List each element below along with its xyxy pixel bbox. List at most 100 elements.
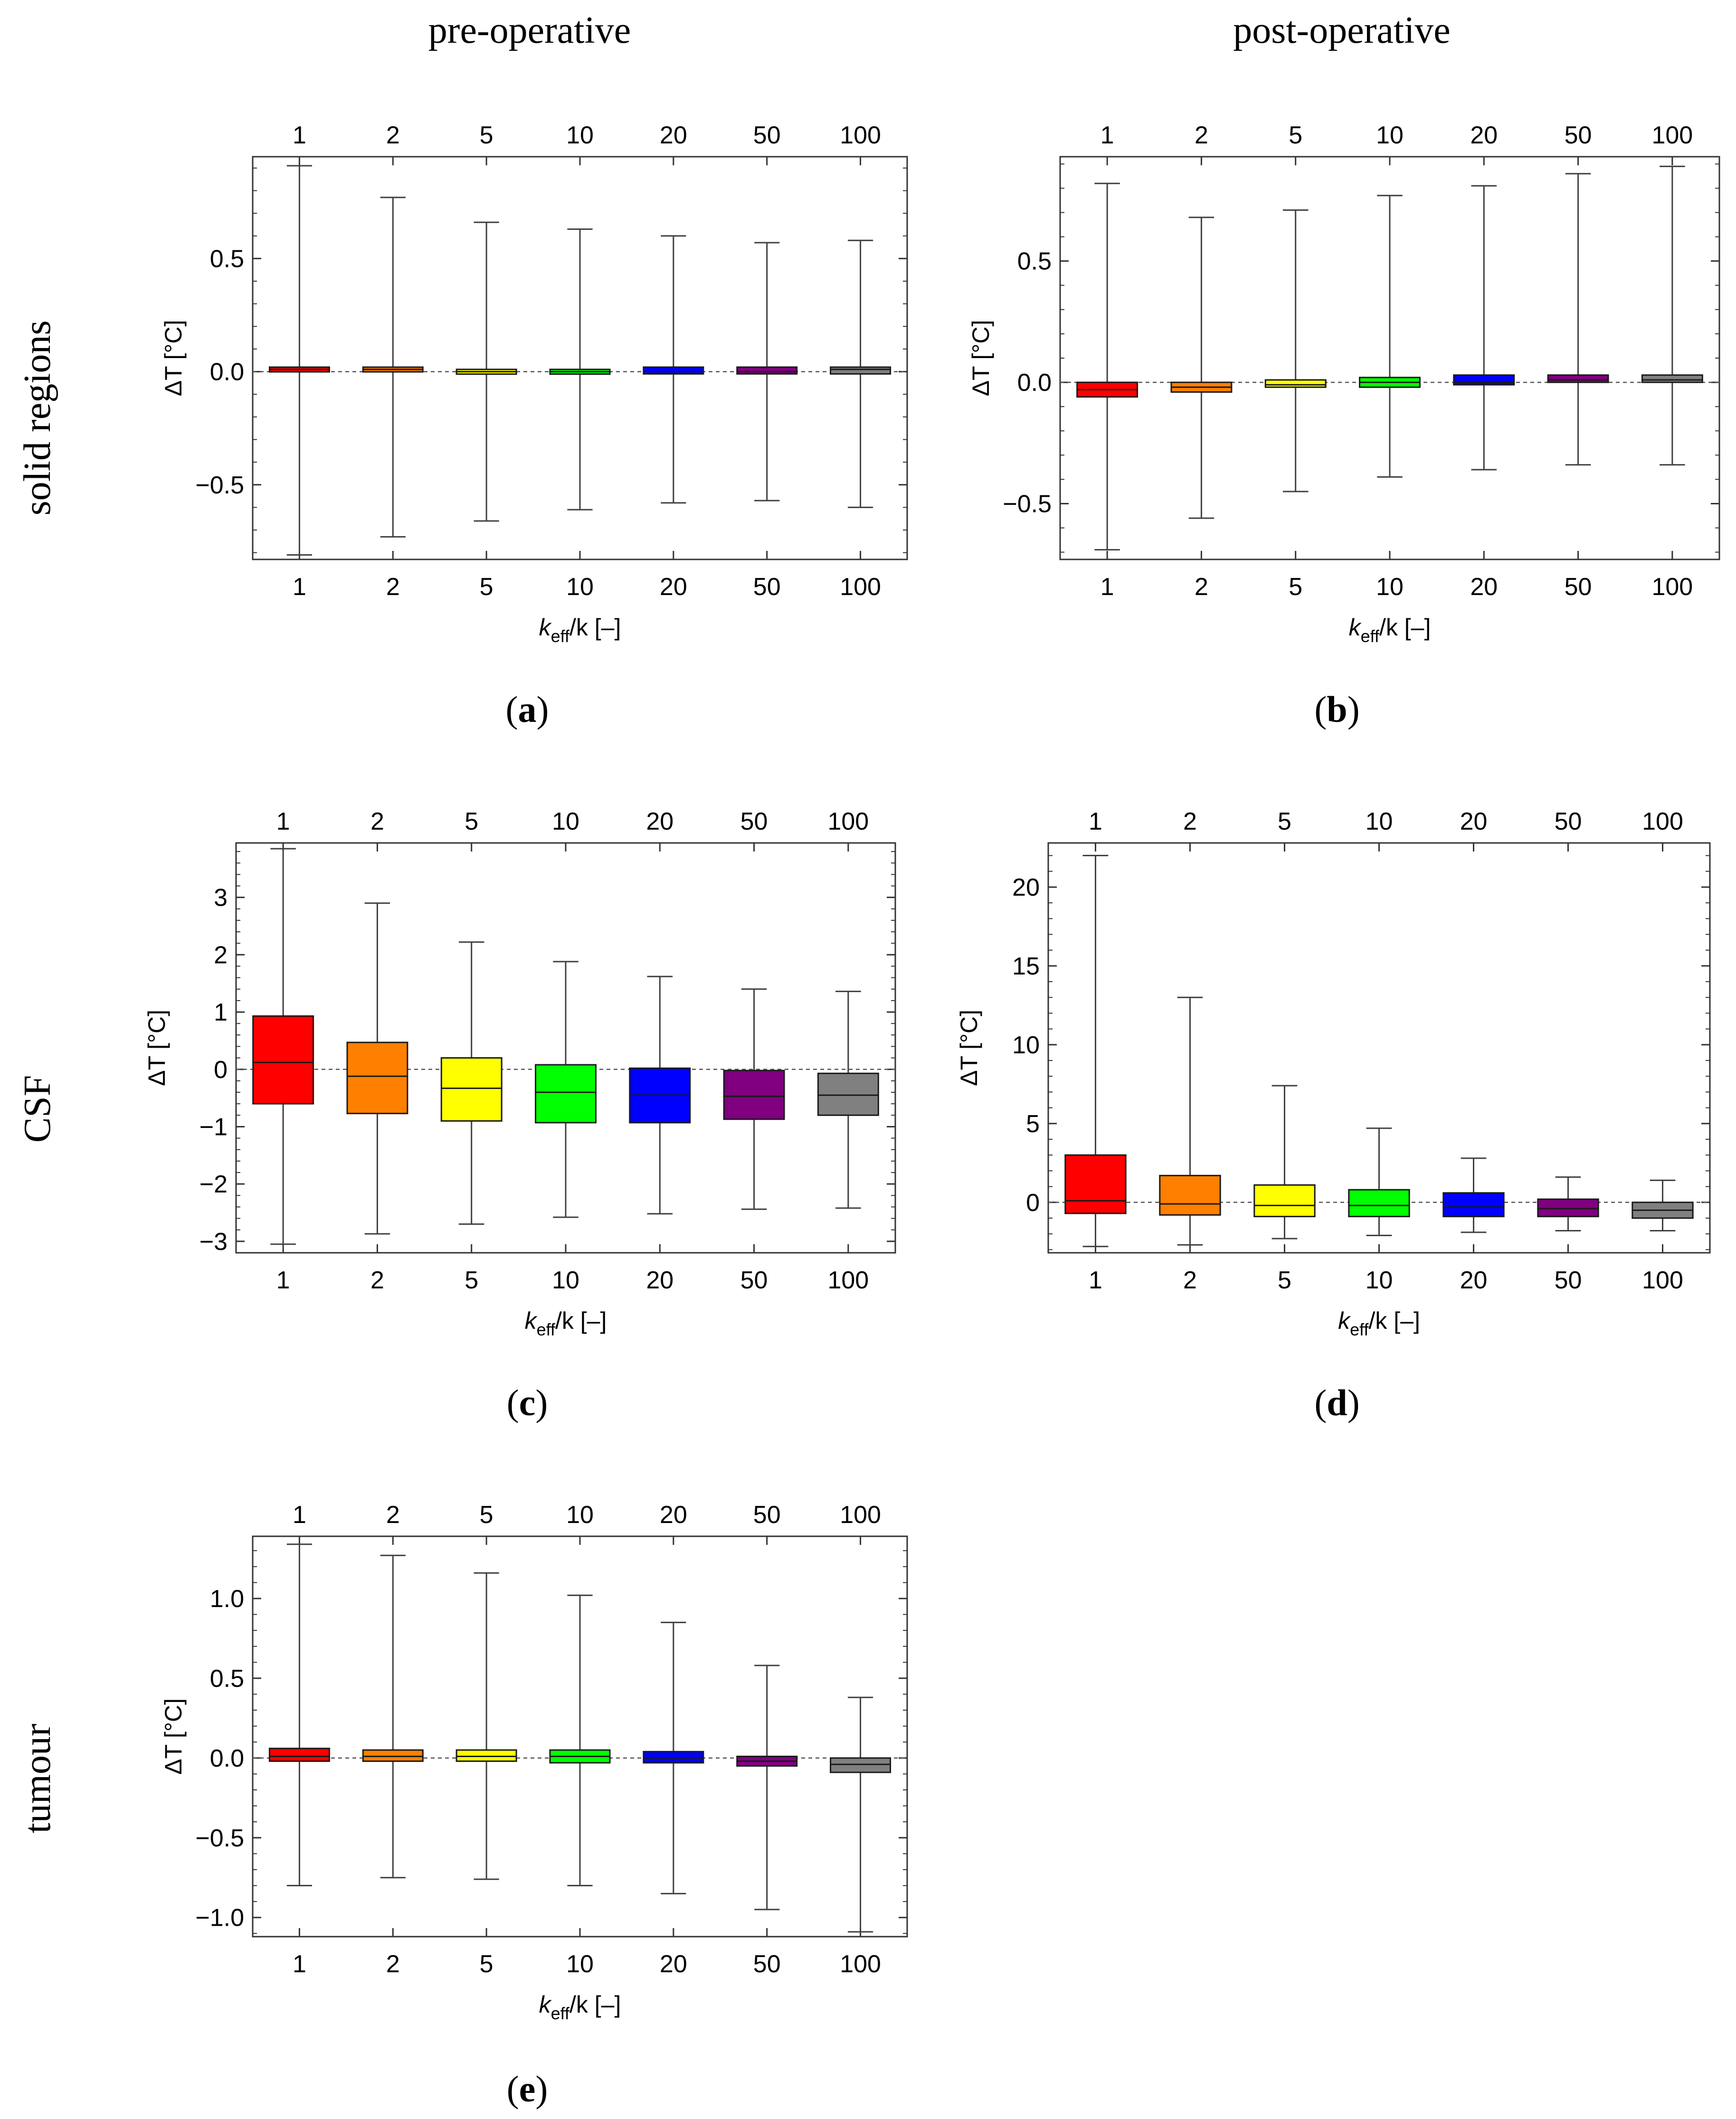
box-1 — [268, 1543, 330, 1887]
box-10 — [549, 228, 611, 511]
x-tick-label-bottom: 20 — [660, 1950, 687, 1978]
x-tick-label-bottom: 1 — [1089, 1267, 1102, 1294]
iqr-box — [1348, 1189, 1410, 1218]
iqr-box — [723, 1069, 785, 1120]
x-tick-label-top: 10 — [566, 1501, 594, 1529]
iqr-box — [1442, 1192, 1505, 1218]
x-tick-label-top: 50 — [753, 1501, 781, 1529]
x-tick-label-bottom: 2 — [1183, 1267, 1197, 1294]
iqr-box — [1453, 374, 1515, 386]
x-tick-label-bottom: 1 — [293, 573, 306, 601]
x-tick-label-top: 5 — [480, 122, 493, 149]
x-tick-label-top: 5 — [1278, 808, 1291, 835]
box-100 — [830, 239, 892, 508]
caption-a: (a) — [506, 689, 549, 730]
box-50 — [736, 242, 798, 501]
y-axis-label: ΔT [°C] — [160, 320, 187, 397]
panel-b-chart: −0.5 0.0 0.5 ΔT [°C] 1 1 2 2 5 5 10 10 20 20 50 50 100 10… — [968, 122, 1720, 646]
x-tick-label-bottom: 50 — [740, 1267, 768, 1294]
box-10 — [535, 961, 597, 1218]
y-tick-label: 1.0 — [210, 1585, 244, 1613]
x-tick-label-bottom: 2 — [386, 1950, 400, 1978]
iqr-box — [830, 1757, 892, 1773]
y-tick-label: −0.5 — [195, 1825, 244, 1852]
x-tick-label-bottom: 1 — [293, 1950, 306, 1978]
y-tick-label: −0.5 — [1003, 491, 1052, 518]
x-tick-label-bottom: 2 — [1195, 573, 1208, 601]
y-tick-label: 0.0 — [1017, 369, 1052, 397]
x-tick-label-bottom: 100 — [827, 1267, 869, 1294]
y-tick-label: 5 — [1026, 1110, 1040, 1138]
caption-b: (b) — [1314, 689, 1359, 730]
y-axis-label: ΔT [°C] — [956, 1010, 982, 1086]
x-tick-label-top: 20 — [646, 808, 674, 835]
x-tick-label-top: 2 — [1183, 808, 1197, 835]
y-tick-label: 0.5 — [210, 245, 244, 273]
x-tick-label-bottom: 5 — [1278, 1267, 1291, 1294]
y-tick-label: 0 — [214, 1056, 228, 1084]
x-tick-label-bottom: 10 — [1366, 1267, 1393, 1294]
x-tick-label-top: 20 — [660, 122, 687, 149]
x-tick-label-top: 5 — [480, 1501, 493, 1529]
x-tick-label-top: 50 — [753, 122, 781, 149]
y-tick-label: −0.5 — [195, 472, 244, 499]
x-tick-label-top: 1 — [293, 1501, 306, 1529]
x-tick-label-top: 10 — [1376, 122, 1404, 149]
row-header-csf: CSF — [17, 1075, 58, 1143]
y-tick-label: 10 — [1012, 1031, 1040, 1059]
caption-e: (e) — [507, 2068, 548, 2110]
box-50 — [723, 988, 785, 1210]
x-tick-label-top: 1 — [1089, 808, 1102, 835]
y-tick-label: 2 — [214, 941, 228, 969]
row-header-tumour: tumour — [17, 1723, 58, 1833]
x-tick-label-bottom: 100 — [1642, 1267, 1683, 1294]
y-tick-label: −3 — [199, 1228, 228, 1256]
y-tick-label: 0.5 — [1017, 248, 1052, 275]
iqr-box — [643, 1750, 704, 1764]
x-tick-label-bottom: 10 — [552, 1267, 579, 1294]
box-5 — [440, 941, 503, 1225]
x-tick-label-bottom: 100 — [840, 573, 881, 601]
y-axis-label: ΔT [°C] — [143, 1010, 170, 1086]
box-50 — [1537, 1176, 1599, 1232]
box-10 — [1359, 195, 1421, 478]
y-tick-label: 20 — [1012, 874, 1040, 901]
box-100 — [1632, 1179, 1694, 1232]
y-tick-label: 0.5 — [210, 1665, 244, 1693]
x-tick-label-bottom: 5 — [480, 573, 493, 601]
box-2 — [346, 902, 408, 1235]
y-axis-label: ΔT [°C] — [160, 1698, 187, 1775]
x-tick-label-top: 10 — [552, 808, 579, 835]
iqr-box — [346, 1041, 408, 1115]
y-tick-label: 15 — [1012, 953, 1040, 980]
x-tick-label-top: 50 — [1555, 808, 1582, 835]
panel-c-chart: −3 −2 −1 0 1 2 3 ΔT [°C] 1 1 2 2 5 5 10 10 20 20 50 50 100 10… — [143, 808, 896, 1339]
box-50 — [1547, 173, 1609, 466]
iqr-box — [440, 1057, 503, 1122]
box-1 — [252, 848, 314, 1245]
row-header-solid-regions: solid regions — [17, 320, 58, 515]
box-1 — [268, 165, 330, 556]
box-5 — [1264, 209, 1327, 492]
x-tick-label-bottom: 1 — [276, 1267, 290, 1294]
caption-c: (c) — [507, 1382, 548, 1423]
x-tick-label-top: 50 — [740, 808, 768, 835]
x-axis-label: keff/k [–] — [1338, 1307, 1420, 1339]
x-tick-label-top: 10 — [566, 122, 594, 149]
x-tick-label-top: 2 — [370, 808, 384, 835]
x-tick-label-top: 2 — [1195, 122, 1208, 149]
y-tick-label: −1 — [199, 1113, 228, 1141]
iqr-box — [535, 1064, 597, 1124]
x-tick-label-top: 100 — [840, 1501, 881, 1529]
panel-a-chart: −0.5 0.0 0.5 ΔT [°C] 1 1 2 2 5 5 10 10 20 20 50 50 100 10… — [160, 122, 908, 646]
x-tick-label-top: 20 — [660, 1501, 687, 1529]
x-tick-label-bottom: 5 — [465, 1267, 478, 1294]
box-20 — [643, 1621, 704, 1894]
x-tick-label-bottom: 50 — [753, 1950, 781, 1978]
x-axis-label: keff/k [–] — [539, 614, 621, 646]
x-tick-label-top: 50 — [1565, 122, 1592, 149]
iqr-box — [1641, 374, 1703, 383]
box-20 — [1453, 185, 1515, 471]
x-tick-label-bottom: 1 — [1100, 573, 1114, 601]
x-tick-label-bottom: 10 — [1376, 573, 1404, 601]
